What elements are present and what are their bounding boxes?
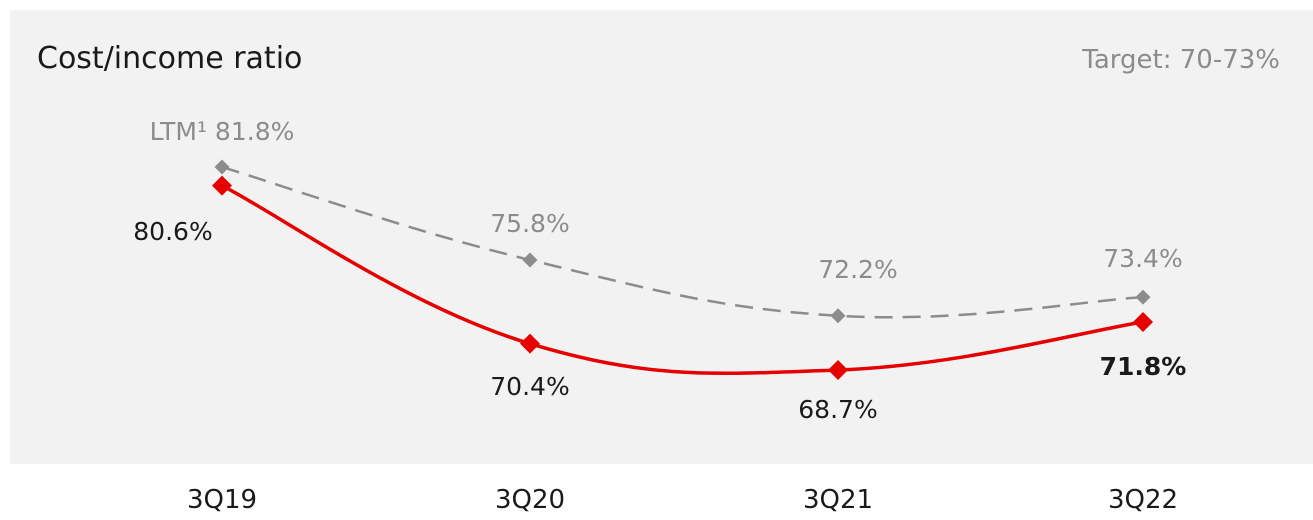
data-label-layer: LTM¹ 81.8% 75.8% 72.2% 73.4% 80.6% 70.4% 68.7%… <box>133 117 1186 424</box>
ltm-data-label-3q22: 73.4% <box>1103 244 1182 273</box>
target-note: Target: 70-73% <box>1081 45 1280 75</box>
main-data-label-3q20: 70.4% <box>490 372 569 401</box>
main-series-line <box>221 184 1144 376</box>
x-axis-label-3q21: 3Q21 <box>803 485 873 515</box>
x-axis-label-3q22: 3Q22 <box>1108 485 1178 515</box>
ltm-data-label-3q21: 72.2% <box>818 255 897 284</box>
main-marker-3q22 <box>1133 311 1153 332</box>
ltm-marker-3q19 <box>214 159 230 175</box>
ltm-marker-3q20 <box>522 252 538 268</box>
ltm-data-label-3q20: 75.8% <box>490 209 569 238</box>
main-marker-3q20 <box>520 333 540 354</box>
ltm-series-line <box>221 165 1144 319</box>
series-layer <box>212 159 1153 380</box>
main-marker-3q21 <box>828 360 848 380</box>
chart-title: Cost/income ratio <box>37 41 302 76</box>
main-data-label-3q21: 68.7% <box>798 395 877 424</box>
main-marker-3q19 <box>212 175 232 196</box>
ltm-data-label-3q19: LTM¹ 81.8% <box>150 117 295 146</box>
main-data-label-3q19: 80.6% <box>133 217 212 246</box>
x-axis-category-labels: 3Q19 3Q20 3Q21 3Q22 <box>187 485 1178 515</box>
chart-panel-background <box>10 10 1313 464</box>
main-data-label-3q22: 71.8% <box>1100 352 1187 381</box>
ltm-marker-3q21 <box>830 308 846 324</box>
x-axis-label-3q20: 3Q20 <box>495 485 565 515</box>
x-axis-label-3q19: 3Q19 <box>187 485 257 515</box>
ltm-marker-3q22 <box>1135 289 1151 305</box>
